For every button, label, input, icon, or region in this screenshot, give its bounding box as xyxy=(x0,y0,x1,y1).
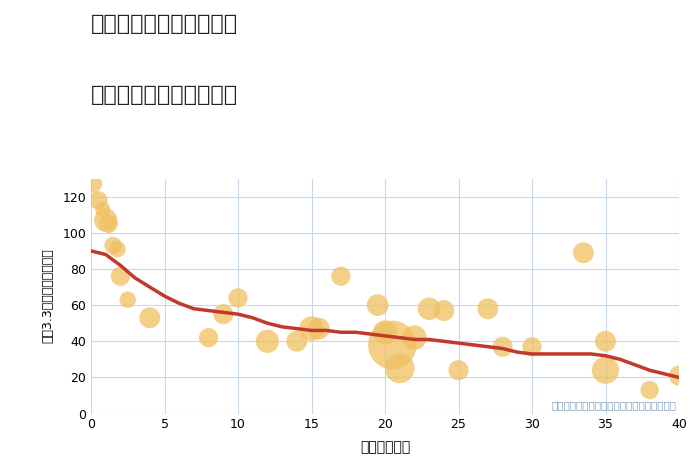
Point xyxy=(482,305,493,313)
Point xyxy=(497,343,508,351)
Point xyxy=(203,334,214,341)
Point xyxy=(644,386,655,394)
Point xyxy=(673,372,685,379)
Y-axis label: 坪（3.3㎡）単価（万円）: 坪（3.3㎡）単価（万円） xyxy=(41,249,54,344)
Point xyxy=(379,329,391,336)
Point xyxy=(386,341,398,349)
Point xyxy=(92,196,104,204)
Point xyxy=(314,325,325,332)
X-axis label: 築年数（年）: 築年数（年） xyxy=(360,440,410,454)
Point xyxy=(218,310,229,318)
Point xyxy=(409,334,420,341)
Point xyxy=(291,337,302,345)
Point xyxy=(372,301,384,309)
Point xyxy=(335,273,346,280)
Point xyxy=(100,216,111,224)
Point xyxy=(262,337,273,345)
Point xyxy=(97,205,108,213)
Point xyxy=(600,367,611,374)
Point xyxy=(453,367,464,374)
Point xyxy=(112,245,123,253)
Point xyxy=(600,337,611,345)
Point xyxy=(526,343,538,351)
Point xyxy=(578,249,589,257)
Point xyxy=(394,365,405,372)
Text: 三重県桑名市大仲新田の: 三重県桑名市大仲新田の xyxy=(91,14,238,34)
Point xyxy=(108,242,119,249)
Point xyxy=(144,314,155,321)
Point xyxy=(103,220,114,227)
Point xyxy=(122,296,133,304)
Point xyxy=(306,325,317,332)
Point xyxy=(88,180,99,188)
Text: 築年数別中古戸建て価格: 築年数別中古戸建て価格 xyxy=(91,85,238,105)
Text: 円の大きさは、取引のあった物件面積を示す: 円の大きさは、取引のあった物件面積を示す xyxy=(551,400,676,410)
Point xyxy=(438,307,449,314)
Point xyxy=(232,294,244,302)
Point xyxy=(424,305,435,313)
Point xyxy=(115,273,126,280)
